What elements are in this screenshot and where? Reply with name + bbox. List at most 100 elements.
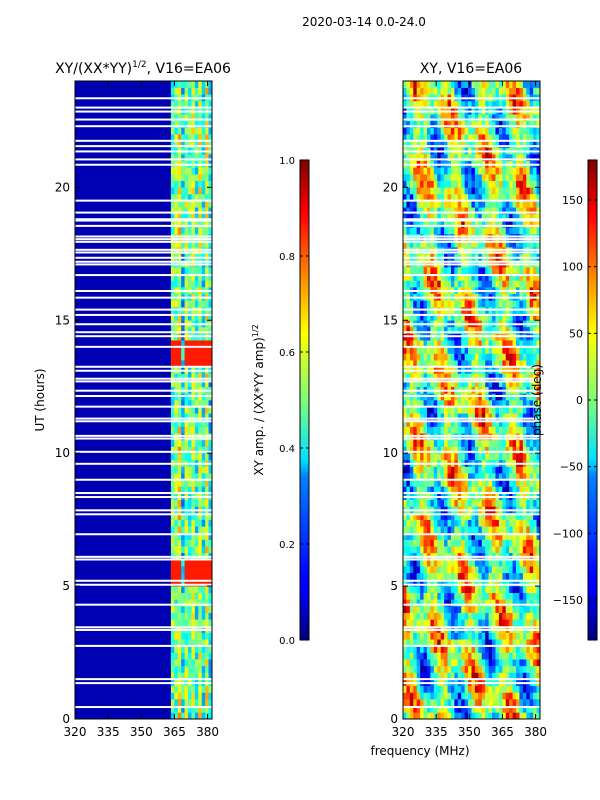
phase-cell: [416, 692, 421, 700]
amp-cell: [208, 313, 213, 321]
phase-cell: [450, 267, 455, 275]
phase-cell: [509, 426, 513, 434]
amp-cell: [181, 512, 185, 520]
amp-cell: [201, 134, 206, 142]
phase-cell: [454, 519, 459, 527]
amp-cell: [184, 140, 189, 148]
phase-cell: [454, 87, 459, 95]
amp-cell: [201, 559, 206, 567]
phase-cell: [474, 187, 479, 195]
phase-cell: [461, 672, 465, 680]
phase-cell: [423, 406, 428, 414]
amp-cell: [201, 273, 206, 281]
phase-cell: [492, 473, 496, 481]
phase-cell: [492, 692, 496, 700]
phase-cell: [464, 120, 469, 128]
phase-cell: [488, 692, 493, 700]
phase-cell: [492, 652, 496, 660]
phase-cell: [468, 100, 472, 108]
phase-cell: [409, 154, 414, 162]
phase-cell: [447, 180, 452, 188]
phase-cell: [454, 685, 459, 693]
amp-cell: [205, 380, 209, 388]
amp-heatmap: [75, 81, 213, 720]
phase-cell: [423, 419, 428, 427]
phase-cell: [526, 519, 531, 527]
amp-cell: [174, 606, 179, 613]
phase-cell: [488, 267, 493, 275]
phase-cell: [481, 692, 486, 700]
phase-cell: [516, 340, 520, 348]
amp-cell: [184, 546, 189, 554]
phase-cell: [481, 227, 486, 235]
phase-cell: [512, 439, 517, 447]
phase-cell: [409, 645, 414, 653]
phase-cell: [522, 692, 527, 700]
phase-cell: [488, 453, 493, 461]
amp-cell: [194, 512, 199, 520]
phase-cell: [492, 220, 496, 228]
amp-cell: [181, 373, 185, 381]
amp-cell: [201, 360, 206, 368]
phase-cell: [437, 699, 441, 707]
phase-cell: [505, 353, 510, 361]
phase-cell: [433, 346, 438, 354]
amp-cell: [184, 240, 189, 248]
phase-cell: [426, 592, 431, 600]
amp-cell: [191, 167, 196, 175]
amp-cell: [184, 486, 189, 494]
phase-cell: [437, 406, 441, 414]
amp-cell: [191, 612, 196, 620]
phase-cell: [423, 473, 428, 481]
phase-cell: [529, 446, 534, 454]
phase-cell: [478, 532, 483, 540]
phase-cell: [502, 174, 507, 181]
amp-cell: [184, 639, 189, 647]
amp-cell: [174, 400, 179, 407]
amp-cell: [170, 692, 175, 700]
phase-cell: [526, 340, 531, 348]
phase-cell: [516, 486, 520, 494]
phase-cell: [495, 705, 500, 713]
phase-cell: [471, 526, 476, 534]
phase-cell: [485, 546, 489, 554]
phase-cell: [512, 134, 517, 142]
phase-cell: [516, 526, 520, 534]
phase-cell: [416, 526, 421, 534]
phase-cell: [502, 213, 507, 221]
phase-cell: [474, 453, 479, 461]
phase-cell: [519, 167, 524, 175]
phase-cell: [416, 599, 421, 607]
phase-cell: [516, 174, 520, 181]
phase-cell: [481, 486, 486, 494]
phase-cell: [403, 566, 407, 574]
phase-cell: [519, 579, 524, 587]
amp-cell: [174, 326, 179, 334]
phase-cell: [444, 586, 448, 594]
phase-cell: [529, 546, 534, 554]
phase-cell: [488, 559, 493, 567]
amp-cell: [177, 685, 182, 693]
phase-cell: [488, 114, 493, 122]
phase-cell: [519, 486, 524, 494]
phase-cell: [474, 220, 479, 228]
amp-flag-row: [75, 150, 212, 153]
amp-cell: [184, 699, 189, 707]
phase-cell: [464, 100, 469, 108]
amp-cell: [177, 606, 182, 613]
amp-cell: [208, 606, 213, 613]
phase-cell: [522, 300, 527, 308]
phase-cell: [450, 665, 455, 673]
amp-cell: [194, 466, 199, 474]
phase-cell: [444, 174, 448, 181]
amp-flag-row: [75, 248, 212, 251]
phase-cell: [433, 526, 438, 534]
phase-cell: [505, 539, 510, 547]
phase-cell: [437, 127, 441, 135]
phase-cell: [416, 326, 421, 334]
phase-cell: [454, 406, 459, 414]
phase-cell: [512, 566, 517, 574]
phase-cell: [533, 659, 537, 667]
phase-cell: [433, 313, 438, 321]
phase-cell: [437, 645, 441, 653]
